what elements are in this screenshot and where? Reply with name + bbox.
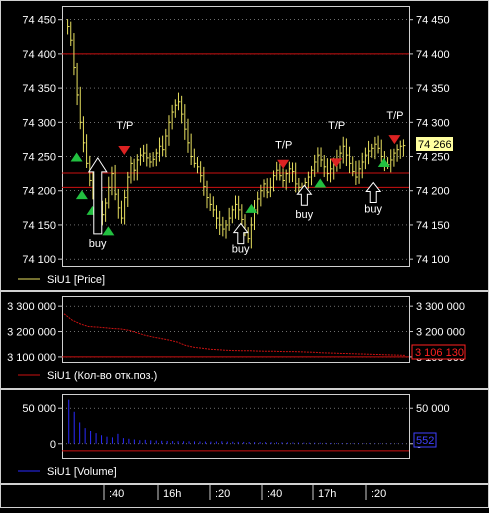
tick-label: 3 100 000 — [7, 352, 56, 364]
tick-label: 74 300 — [22, 117, 56, 129]
price-last-value-box: 74 266 — [416, 137, 453, 151]
volume-last-value: 552 — [416, 435, 434, 447]
plot-border — [62, 296, 410, 363]
price-axis-left: 74 450 74 400 74 350 74 300 74 250 74 200 74 1… — [22, 15, 62, 266]
tp-marker — [277, 159, 290, 169]
price-legend-label: SiU1 [Price] — [47, 274, 105, 286]
tick-label: 74 150 — [416, 220, 450, 232]
buy-arrow — [296, 184, 313, 206]
oi-axis-left: 3 300 000 3 200 000 3 100 000 — [7, 301, 62, 364]
tick-label: 74 350 — [416, 83, 450, 95]
oi-last-value-box: 3 106 130 — [411, 344, 466, 360]
time-label: :20 — [371, 488, 386, 500]
time-label: 16h — [163, 488, 181, 500]
tp-label: T/P — [116, 120, 133, 132]
volume-pane[interactable]: 50 000 0 50 000 0 552 SiU1 [Volume] — [18, 399, 450, 478]
tick-label: 3 300 000 — [7, 301, 56, 313]
tick-label: 74 450 — [22, 15, 56, 27]
tick-label: 3 200 000 — [7, 327, 56, 339]
tick-label: 3 200 000 — [416, 327, 465, 339]
tp-marker — [388, 135, 401, 145]
buy-marker — [314, 178, 327, 188]
volume-bars — [68, 399, 403, 444]
volume-axis-left: 50 000 0 — [22, 403, 62, 451]
oi-line — [63, 313, 406, 356]
price-last-value: 74 266 — [418, 139, 452, 151]
tick-label: 74 250 — [416, 152, 450, 164]
plot-border — [62, 394, 410, 459]
tick-label: 50 000 — [416, 403, 450, 415]
buy-label: buy — [295, 209, 313, 221]
oi-legend-label: SiU1 (Кол-во отк.поз.) — [47, 370, 157, 382]
price-bars — [67, 19, 406, 249]
time-label: :40 — [109, 488, 124, 500]
tick-label: 74 450 — [416, 15, 450, 27]
price-legend: SiU1 [Price] — [18, 274, 105, 286]
tick-label: 74 250 — [22, 152, 56, 164]
trade-markers: T/P T/P T/P T/P buy buy buy buy — [70, 110, 404, 255]
volume-legend-label: SiU1 [Volume] — [47, 466, 117, 478]
oi-last-value: 3 106 130 — [415, 347, 464, 359]
tp-marker — [330, 158, 343, 168]
buy-arrow — [365, 181, 382, 204]
tick-label: 74 100 — [416, 254, 450, 266]
tick-label: 74 150 — [22, 220, 56, 232]
tick-label: 74 200 — [416, 186, 450, 198]
price-axis-right: 74 450 74 400 74 350 74 300 74 250 74 200 74 1… — [409, 15, 450, 266]
buy-marker — [245, 203, 258, 213]
tick-label: 74 100 — [22, 254, 56, 266]
tick-label: 50 000 — [22, 403, 56, 415]
tick-label: 74 200 — [22, 186, 56, 198]
oi-legend: SiU1 (Кол-во отк.поз.) — [18, 370, 157, 382]
buy-marker — [70, 152, 83, 162]
buy-label: buy — [232, 243, 250, 255]
tp-label: T/P — [275, 139, 292, 151]
tick-label: 74 350 — [22, 83, 56, 95]
tick-label: 74 400 — [22, 49, 56, 61]
tick-label: 3 300 000 — [416, 301, 465, 313]
buy-arrow — [87, 156, 108, 235]
buy-label: buy — [364, 204, 382, 216]
tp-label: T/P — [328, 120, 345, 132]
time-label: :20 — [215, 488, 230, 500]
price-levels — [62, 53, 409, 188]
time-label: 17h — [318, 488, 336, 500]
oi-series — [63, 313, 406, 356]
volume-last-value-box: 552 — [413, 432, 437, 448]
volume-legend: SiU1 [Volume] — [18, 466, 117, 478]
tick-label: 0 — [50, 439, 56, 451]
time-axis[interactable]: :40 16h :20 :40 17h :20 — [103, 485, 386, 500]
tp-marker — [118, 146, 131, 156]
buy-marker — [102, 226, 115, 236]
plot-border — [62, 6, 410, 267]
buy-marker — [75, 190, 88, 200]
tp-label: T/P — [386, 110, 403, 122]
buy-label: buy — [89, 238, 107, 250]
buy-marker — [377, 158, 390, 167]
buy-arrow — [232, 222, 249, 245]
tick-label: 74 300 — [416, 117, 450, 129]
open-interest-pane[interactable]: 3 300 000 3 200 000 3 100 000 3 300 000 3 2… — [7, 301, 466, 382]
time-label: :40 — [267, 488, 282, 500]
tick-label: 74 400 — [416, 49, 450, 61]
